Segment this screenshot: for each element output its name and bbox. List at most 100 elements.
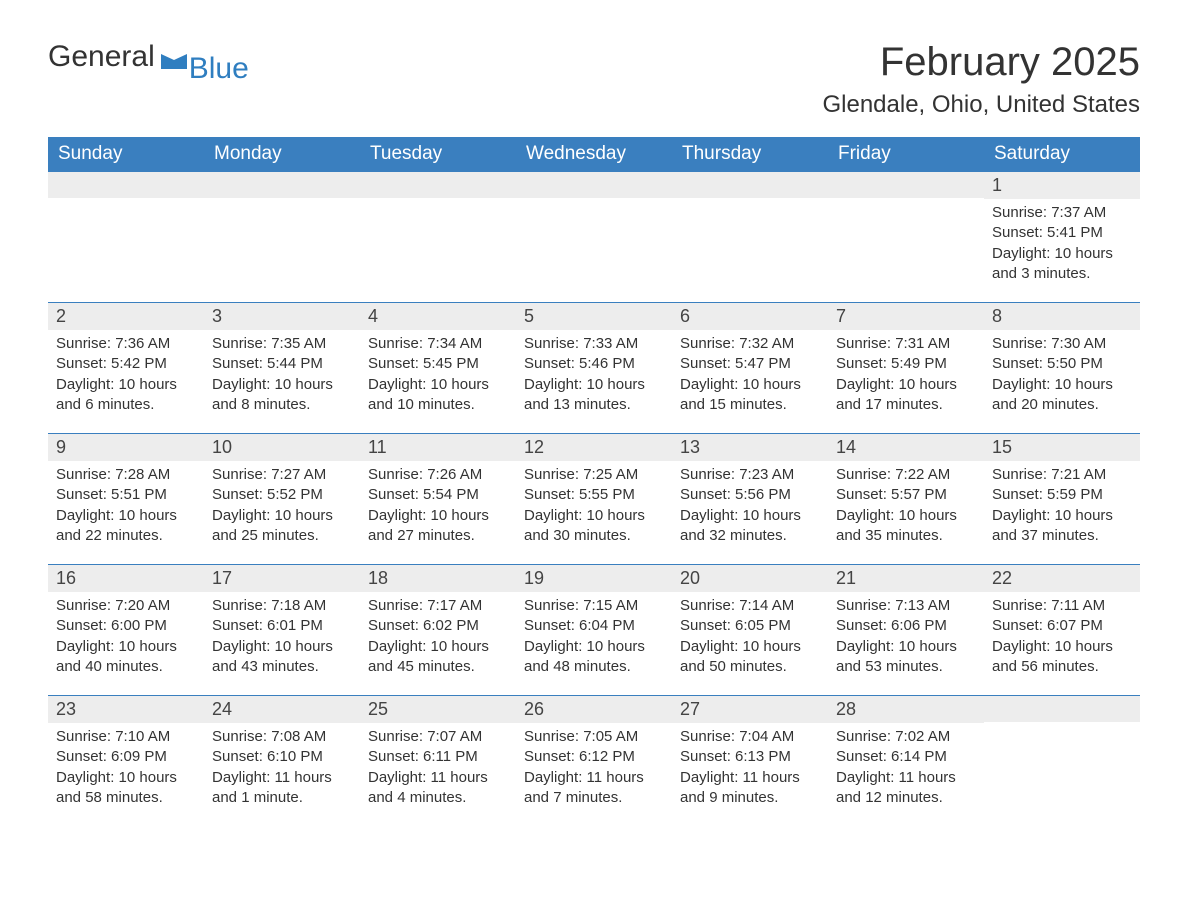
day-number: 9 <box>48 434 204 461</box>
sunrise-text: Sunrise: 7:36 AM <box>56 334 196 354</box>
sunrise-text: Sunrise: 7:37 AM <box>992 203 1132 223</box>
daylight-text: Daylight: 10 hours and 30 minutes. <box>524 506 664 547</box>
day-cell: 27Sunrise: 7:04 AMSunset: 6:13 PMDayligh… <box>672 696 828 826</box>
day-number <box>48 172 204 198</box>
daylight-text: Daylight: 11 hours and 1 minute. <box>212 768 352 809</box>
sunrise-text: Sunrise: 7:27 AM <box>212 465 352 485</box>
day-number: 21 <box>828 565 984 592</box>
day-body: Sunrise: 7:11 AMSunset: 6:07 PMDaylight:… <box>984 592 1140 681</box>
day-number: 11 <box>360 434 516 461</box>
day-body: Sunrise: 7:02 AMSunset: 6:14 PMDaylight:… <box>828 723 984 812</box>
day-body: Sunrise: 7:04 AMSunset: 6:13 PMDaylight:… <box>672 723 828 812</box>
day-number: 6 <box>672 303 828 330</box>
sunrise-text: Sunrise: 7:26 AM <box>368 465 508 485</box>
day-body: Sunrise: 7:33 AMSunset: 5:46 PMDaylight:… <box>516 330 672 419</box>
sunrise-text: Sunrise: 7:23 AM <box>680 465 820 485</box>
sunset-text: Sunset: 5:46 PM <box>524 354 664 374</box>
weekday-cell: Saturday <box>984 137 1140 172</box>
day-body: Sunrise: 7:32 AMSunset: 5:47 PMDaylight:… <box>672 330 828 419</box>
sunset-text: Sunset: 6:13 PM <box>680 747 820 767</box>
sunrise-text: Sunrise: 7:20 AM <box>56 596 196 616</box>
day-cell: 25Sunrise: 7:07 AMSunset: 6:11 PMDayligh… <box>360 696 516 826</box>
day-cell: 7Sunrise: 7:31 AMSunset: 5:49 PMDaylight… <box>828 303 984 433</box>
day-number: 23 <box>48 696 204 723</box>
daylight-text: Daylight: 10 hours and 56 minutes. <box>992 637 1132 678</box>
day-body: Sunrise: 7:14 AMSunset: 6:05 PMDaylight:… <box>672 592 828 681</box>
sunset-text: Sunset: 5:55 PM <box>524 485 664 505</box>
sunset-text: Sunset: 6:02 PM <box>368 616 508 636</box>
day-body: Sunrise: 7:22 AMSunset: 5:57 PMDaylight:… <box>828 461 984 550</box>
sunrise-text: Sunrise: 7:28 AM <box>56 465 196 485</box>
sunrise-text: Sunrise: 7:18 AM <box>212 596 352 616</box>
day-number: 8 <box>984 303 1140 330</box>
weekday-cell: Sunday <box>48 137 204 172</box>
sunset-text: Sunset: 5:42 PM <box>56 354 196 374</box>
day-body: Sunrise: 7:25 AMSunset: 5:55 PMDaylight:… <box>516 461 672 550</box>
sunset-text: Sunset: 5:49 PM <box>836 354 976 374</box>
location-text: Glendale, Ohio, United States <box>822 91 1140 119</box>
day-cell: 5Sunrise: 7:33 AMSunset: 5:46 PMDaylight… <box>516 303 672 433</box>
day-number <box>828 172 984 198</box>
week-row: 1Sunrise: 7:37 AMSunset: 5:41 PMDaylight… <box>48 172 1140 302</box>
daylight-text: Daylight: 10 hours and 35 minutes. <box>836 506 976 547</box>
sunset-text: Sunset: 5:51 PM <box>56 485 196 505</box>
header-bar: General Blue February 2025 Glendale, Ohi… <box>48 40 1140 119</box>
day-number: 2 <box>48 303 204 330</box>
sunrise-text: Sunrise: 7:11 AM <box>992 596 1132 616</box>
day-number: 18 <box>360 565 516 592</box>
sunset-text: Sunset: 5:41 PM <box>992 223 1132 243</box>
day-number <box>672 172 828 198</box>
sunrise-text: Sunrise: 7:02 AM <box>836 727 976 747</box>
calendar: Sunday Monday Tuesday Wednesday Thursday… <box>48 137 1140 826</box>
day-body: Sunrise: 7:17 AMSunset: 6:02 PMDaylight:… <box>360 592 516 681</box>
day-cell: 8Sunrise: 7:30 AMSunset: 5:50 PMDaylight… <box>984 303 1140 433</box>
day-body: Sunrise: 7:20 AMSunset: 6:00 PMDaylight:… <box>48 592 204 681</box>
day-cell: 13Sunrise: 7:23 AMSunset: 5:56 PMDayligh… <box>672 434 828 564</box>
sunrise-text: Sunrise: 7:07 AM <box>368 727 508 747</box>
day-body: Sunrise: 7:23 AMSunset: 5:56 PMDaylight:… <box>672 461 828 550</box>
sunset-text: Sunset: 5:54 PM <box>368 485 508 505</box>
day-cell <box>672 172 828 302</box>
daylight-text: Daylight: 10 hours and 45 minutes. <box>368 637 508 678</box>
sunrise-text: Sunrise: 7:32 AM <box>680 334 820 354</box>
sunrise-text: Sunrise: 7:17 AM <box>368 596 508 616</box>
sunset-text: Sunset: 6:04 PM <box>524 616 664 636</box>
sunrise-text: Sunrise: 7:31 AM <box>836 334 976 354</box>
daylight-text: Daylight: 11 hours and 7 minutes. <box>524 768 664 809</box>
day-number: 13 <box>672 434 828 461</box>
day-body: Sunrise: 7:15 AMSunset: 6:04 PMDaylight:… <box>516 592 672 681</box>
sunset-text: Sunset: 5:52 PM <box>212 485 352 505</box>
day-number: 25 <box>360 696 516 723</box>
day-body: Sunrise: 7:28 AMSunset: 5:51 PMDaylight:… <box>48 461 204 550</box>
daylight-text: Daylight: 10 hours and 43 minutes. <box>212 637 352 678</box>
day-number: 20 <box>672 565 828 592</box>
logo-text-sub: Blue <box>189 52 249 86</box>
day-cell: 26Sunrise: 7:05 AMSunset: 6:12 PMDayligh… <box>516 696 672 826</box>
day-cell <box>516 172 672 302</box>
sunset-text: Sunset: 5:57 PM <box>836 485 976 505</box>
day-body <box>204 198 360 206</box>
day-body <box>672 198 828 206</box>
sunrise-text: Sunrise: 7:14 AM <box>680 596 820 616</box>
logo-text-main: General <box>48 40 155 74</box>
day-cell: 21Sunrise: 7:13 AMSunset: 6:06 PMDayligh… <box>828 565 984 695</box>
day-cell <box>984 696 1140 826</box>
day-cell: 15Sunrise: 7:21 AMSunset: 5:59 PMDayligh… <box>984 434 1140 564</box>
day-number: 24 <box>204 696 360 723</box>
day-body: Sunrise: 7:31 AMSunset: 5:49 PMDaylight:… <box>828 330 984 419</box>
day-body: Sunrise: 7:30 AMSunset: 5:50 PMDaylight:… <box>984 330 1140 419</box>
day-cell <box>828 172 984 302</box>
weeks-container: 1Sunrise: 7:37 AMSunset: 5:41 PMDaylight… <box>48 172 1140 826</box>
sunrise-text: Sunrise: 7:10 AM <box>56 727 196 747</box>
daylight-text: Daylight: 10 hours and 25 minutes. <box>212 506 352 547</box>
day-body: Sunrise: 7:10 AMSunset: 6:09 PMDaylight:… <box>48 723 204 812</box>
day-cell: 19Sunrise: 7:15 AMSunset: 6:04 PMDayligh… <box>516 565 672 695</box>
daylight-text: Daylight: 10 hours and 50 minutes. <box>680 637 820 678</box>
day-number: 3 <box>204 303 360 330</box>
daylight-text: Daylight: 10 hours and 48 minutes. <box>524 637 664 678</box>
day-body <box>360 198 516 206</box>
daylight-text: Daylight: 11 hours and 4 minutes. <box>368 768 508 809</box>
day-body: Sunrise: 7:07 AMSunset: 6:11 PMDaylight:… <box>360 723 516 812</box>
day-body: Sunrise: 7:27 AMSunset: 5:52 PMDaylight:… <box>204 461 360 550</box>
day-number: 27 <box>672 696 828 723</box>
